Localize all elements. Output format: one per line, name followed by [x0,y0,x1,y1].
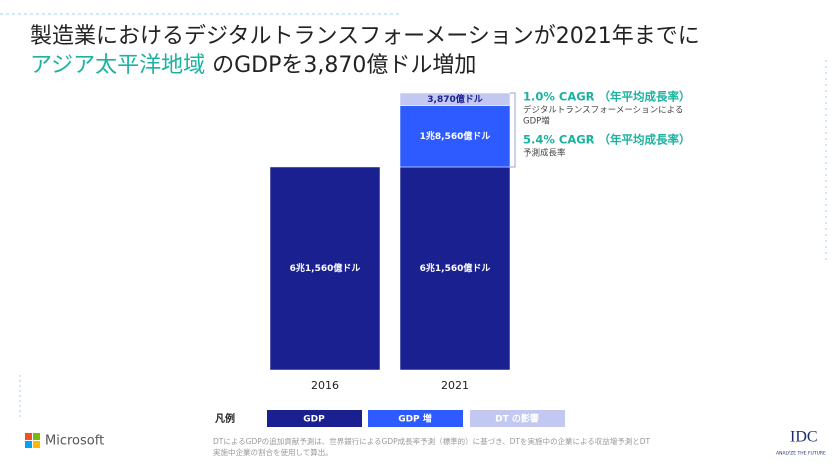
title-rest: のGDPを3,870億ドル増加 [205,53,476,78]
footnote: DTによるGDPの追加貢献予測は、世界銀行によるGDP成長率予測（標準的）に基づ… [213,436,651,446]
x-tick-label: 2016 [311,379,339,392]
value-label: 1兆8,560億ドル [420,130,491,142]
title-highlight: アジア太平洋地域 [30,53,205,78]
value-label: 3,870億ドル [427,93,482,105]
logo-text: Microsoft [45,434,104,449]
bar-segment [399,166,511,371]
legend-label: GDP 増 [398,413,432,425]
microsoft-logo: Microsoft [25,433,104,449]
footnote: 実施中企業の割合を使用して算出。 [213,447,333,457]
bar-segment [399,105,511,168]
annotation-heading: 1.0% CAGR （年平均成長率） [523,90,691,104]
logo-tagline: ANALYZE THE FUTURE [776,451,826,457]
bar-segment [399,92,511,107]
bar-segment [269,166,381,371]
legend-label: GDP [303,415,325,425]
legend-label: DT の影響 [495,413,539,425]
value-label: 6兆1,560億ドル [420,262,491,274]
legend-title: 凡例 [215,412,235,425]
value-label: 6兆1,560億ドル [290,262,361,274]
legend-swatch [368,410,463,427]
title-line: 製造業におけるデジタルトランスフォーメーションが2021年までに [30,24,700,49]
title-line: アジア太平洋地域 のGDPを3,870億ドル増加 [30,53,476,78]
annotation-text: デジタルトランスフォーメーションによる [523,105,683,116]
x-tick-label: 2021 [441,379,469,392]
bracket [510,92,516,168]
annotation-text: 予測成長率 [523,148,566,159]
legend-swatch [267,410,362,427]
annotation-text: GDP増 [523,116,550,127]
logo-text: IDC [790,429,818,446]
annotation-heading: 5.4% CAGR （年平均成長率） [523,133,691,147]
legend-swatch [470,410,565,427]
